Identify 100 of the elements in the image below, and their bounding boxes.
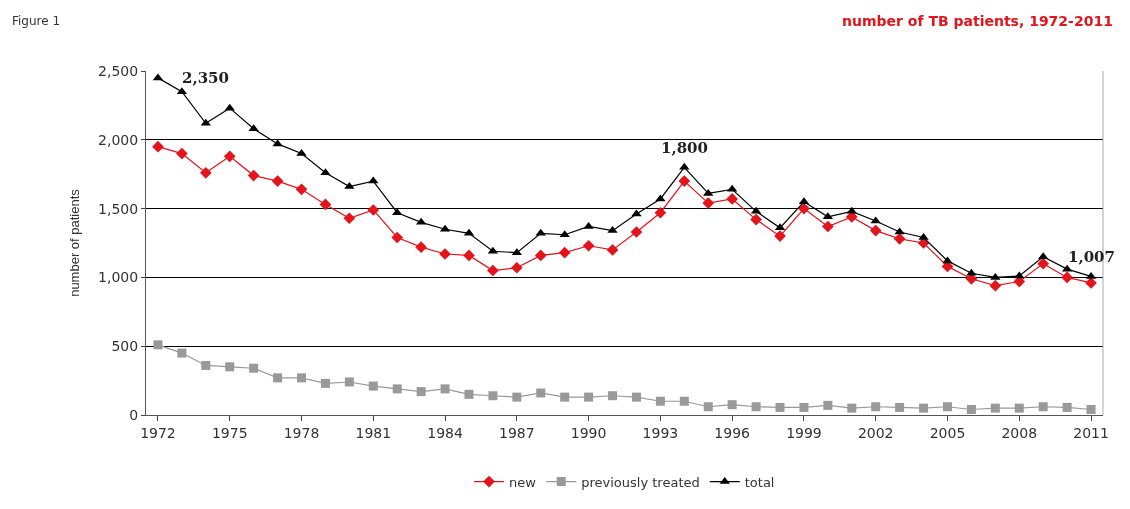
- point: [464, 389, 474, 399]
- point: [942, 256, 953, 264]
- point: [225, 362, 235, 372]
- point: [247, 169, 260, 182]
- point: [822, 220, 834, 233]
- point: [702, 197, 715, 209]
- point: [271, 175, 284, 187]
- point: [368, 381, 378, 391]
- point: [990, 272, 1001, 280]
- point: [488, 391, 498, 401]
- point: [631, 392, 641, 402]
- point: [727, 400, 737, 410]
- x-tick-label: 1984: [427, 424, 463, 441]
- point: [463, 249, 475, 262]
- point: [223, 150, 236, 163]
- point: [1038, 402, 1048, 412]
- point: [199, 166, 212, 179]
- point: [919, 403, 929, 413]
- point: [535, 228, 546, 236]
- y-tick-label: 500: [111, 338, 139, 355]
- point: [654, 206, 667, 219]
- point: [942, 402, 952, 412]
- x-tick-label: 1999: [786, 424, 822, 441]
- x-tick-label: 1996: [714, 424, 751, 441]
- point: [895, 402, 905, 412]
- point: [415, 241, 427, 253]
- x-tick-label: 2005: [929, 424, 966, 441]
- point: [152, 140, 164, 153]
- legend-label: previously treated: [581, 474, 700, 490]
- annotation: 1,800: [661, 139, 708, 157]
- point: [272, 139, 283, 147]
- y-tick-label: 1,000: [98, 269, 139, 286]
- point: [966, 268, 977, 276]
- point: [1014, 271, 1025, 279]
- point: [751, 402, 761, 412]
- point: [416, 387, 426, 397]
- x-tick-label: 1972: [140, 424, 176, 441]
- point: [823, 400, 833, 410]
- point: [367, 204, 380, 216]
- point: [201, 360, 211, 370]
- point: [726, 193, 739, 205]
- point: [392, 384, 402, 394]
- point: [703, 188, 714, 196]
- annotation: 1,007: [1068, 248, 1115, 266]
- point: [893, 233, 906, 245]
- x-tick-label: 2008: [1001, 424, 1038, 441]
- point: [608, 391, 618, 401]
- point: [510, 261, 523, 274]
- point: [775, 402, 785, 412]
- point: [655, 396, 665, 406]
- point: [1014, 403, 1024, 413]
- point: [703, 402, 713, 412]
- x-tick-label: 2011: [1073, 424, 1109, 441]
- point: [368, 176, 379, 184]
- point: [320, 168, 331, 176]
- point: [297, 373, 307, 383]
- point: [583, 221, 594, 229]
- point: [273, 373, 283, 383]
- y-tick-label: 1,500: [98, 200, 139, 217]
- point: [606, 244, 619, 256]
- point: [248, 124, 259, 132]
- y-tick-label: 0: [129, 406, 139, 423]
- point: [847, 403, 857, 413]
- point: [846, 206, 857, 214]
- y-tick-label: 2,500: [98, 62, 139, 79]
- point: [249, 363, 259, 373]
- point: [870, 216, 881, 224]
- point: [534, 249, 547, 262]
- x-tick-label: 1993: [642, 424, 679, 441]
- point: [344, 377, 354, 387]
- point: [536, 388, 546, 398]
- y-axis-title: number of patients: [67, 188, 83, 297]
- x-tick-label: 2002: [857, 424, 894, 441]
- chart-title: number of TB patients, 1972-2011: [842, 13, 1113, 29]
- point: [966, 405, 976, 414]
- y-tick-label: 2,000: [98, 131, 139, 148]
- x-tick-label: 1990: [570, 424, 607, 441]
- point: [1086, 405, 1096, 414]
- point: [177, 348, 187, 358]
- point: [582, 239, 595, 252]
- point: [512, 392, 522, 402]
- point: [679, 396, 689, 406]
- point: [584, 392, 594, 402]
- point: [153, 340, 163, 350]
- point: [989, 279, 1002, 292]
- point: [630, 226, 643, 238]
- point: [990, 403, 1000, 413]
- point: [869, 224, 882, 237]
- point: [343, 212, 356, 225]
- x-tick-label: 1975: [211, 424, 248, 441]
- point: [679, 162, 690, 170]
- point: [391, 231, 404, 244]
- point: [487, 264, 499, 277]
- point: [560, 392, 570, 402]
- legend-label: new: [509, 474, 537, 490]
- point: [320, 378, 330, 388]
- point: [799, 402, 809, 412]
- caption: Figure 1: [12, 14, 61, 28]
- annotation: 2,350: [182, 69, 229, 87]
- point: [295, 183, 308, 196]
